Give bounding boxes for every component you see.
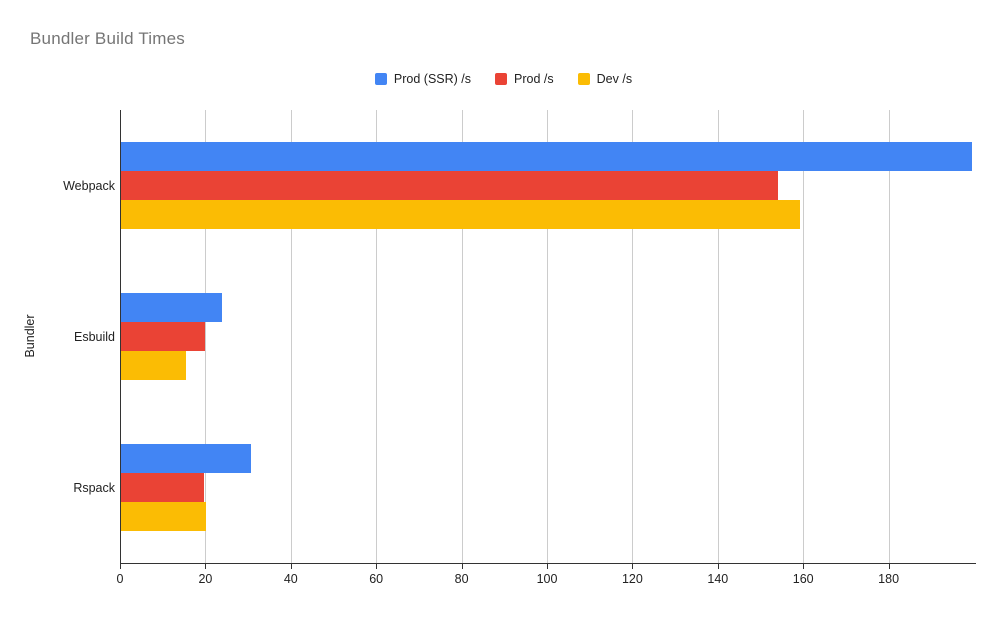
legend-item-0[interactable]: Prod (SSR) /s [374, 72, 472, 86]
x-axis-tick [461, 563, 463, 569]
x-axis-tick [290, 563, 292, 569]
legend-swatch-icon [577, 73, 590, 85]
gridline [803, 110, 805, 563]
bar-rspack-series1[interactable] [120, 473, 204, 502]
x-axis-tick-label: 160 [792, 572, 814, 586]
bar-rspack-series0[interactable] [120, 444, 252, 473]
x-axis-tick-label: 140 [707, 572, 729, 586]
gridline [205, 110, 207, 563]
x-axis-tick-label: 180 [878, 572, 900, 586]
gridline [632, 110, 634, 563]
plot-area [120, 110, 975, 563]
legend-swatch-icon [374, 73, 387, 85]
x-axis-tick-label: 100 [536, 572, 558, 586]
legend-label: Prod /s [514, 72, 554, 86]
bar-webpack-series0[interactable] [120, 142, 972, 171]
chart-legend: Prod (SSR) /s Prod /s Dev /s [0, 72, 1007, 86]
bar-esbuild-series2[interactable] [120, 351, 186, 380]
bar-esbuild-series1[interactable] [120, 322, 205, 351]
gridline [547, 110, 548, 563]
y-axis-label-webpack: Webpack [63, 178, 115, 193]
x-axis-tick-label: 0 [116, 572, 124, 586]
bar-rspack-series2[interactable] [120, 502, 206, 531]
x-axis-tick [717, 563, 719, 569]
x-axis-tick-label: 80 [454, 572, 469, 586]
gridline [717, 110, 719, 563]
bar-webpack-series1[interactable] [120, 171, 779, 200]
x-axis-tick [803, 563, 805, 569]
y-axis-label-rspack: Rspack [73, 480, 115, 495]
x-axis-line [120, 563, 976, 564]
x-axis-tick-label: 120 [621, 572, 643, 586]
gridline [376, 110, 378, 563]
gridline [290, 110, 292, 563]
legend-label: Dev /s [596, 72, 633, 86]
legend-label: Prod (SSR) /s [393, 72, 472, 86]
chart-title: Bundler Build Times [30, 29, 185, 48]
legend-item-1[interactable]: Prod /s [495, 72, 554, 86]
x-axis-tick-label: 40 [283, 572, 298, 586]
bar-webpack-series2[interactable] [120, 200, 800, 229]
bar-esbuild-series0[interactable] [120, 293, 222, 322]
x-axis-tick [376, 563, 378, 569]
legend-swatch-icon [495, 73, 508, 85]
y-axis-title: Bundler [23, 314, 37, 358]
x-axis-tick-label: 20 [198, 572, 213, 586]
gridline [888, 110, 890, 563]
x-axis-tick [632, 563, 634, 569]
x-axis-tick [205, 563, 207, 569]
x-axis-tick [120, 563, 121, 569]
gridline [461, 110, 463, 563]
y-axis-line [120, 110, 121, 563]
x-axis-tick [547, 563, 548, 569]
x-axis-tick [888, 563, 890, 569]
x-axis-tick-label: 60 [369, 572, 384, 586]
y-axis-label-esbuild: Esbuild [74, 329, 115, 344]
legend-item-2[interactable]: Dev /s [577, 72, 633, 86]
